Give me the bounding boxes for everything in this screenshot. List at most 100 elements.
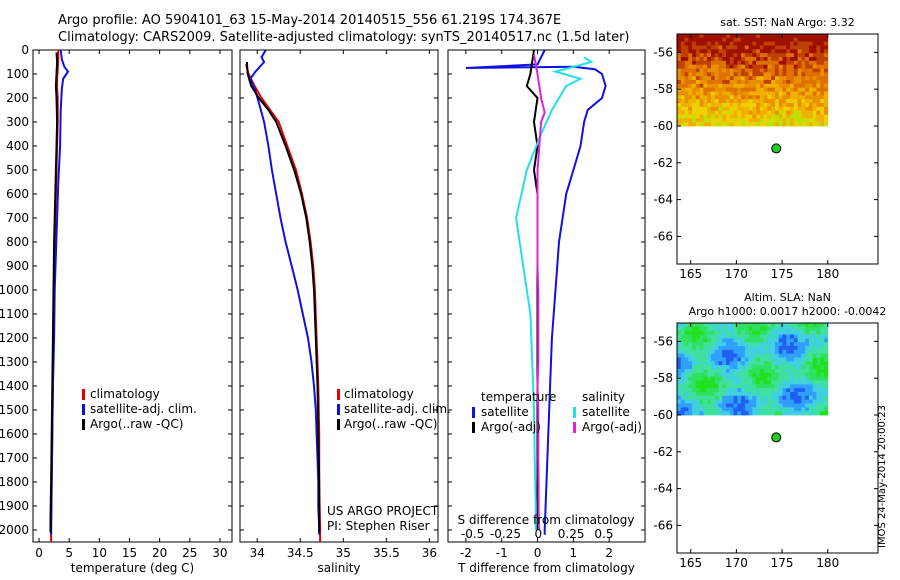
sst-map-cell — [786, 118, 791, 123]
sst-map-cell — [820, 91, 825, 96]
sla-map-cell — [786, 323, 791, 328]
depth-tick-label: 1000 — [0, 283, 29, 297]
sla-map-cell — [774, 346, 780, 351]
sla-map-cell — [756, 334, 761, 339]
sst-map-cell — [752, 45, 757, 50]
sst-map-cell — [733, 103, 738, 108]
sst-map-cell — [759, 60, 765, 66]
sst-map-cell — [680, 106, 685, 112]
sla-map-cell — [722, 380, 727, 385]
sla-map-cell — [714, 392, 719, 397]
sst-map-cell — [752, 80, 757, 85]
sst-map-cell — [823, 57, 829, 62]
sst-map-cell — [782, 45, 787, 50]
sla-map-cell — [786, 372, 791, 378]
sla-map-cell — [763, 334, 768, 339]
sla-map-cell — [752, 372, 757, 378]
sla-map-cell — [744, 372, 750, 378]
sst-map-frame — [676, 33, 879, 265]
sst-map-cell — [812, 68, 817, 73]
sla-map-cell — [748, 346, 753, 351]
sst-map-cell — [812, 34, 817, 39]
sla-map-cell — [797, 349, 802, 355]
sla-map-cell — [782, 334, 787, 339]
sst-map-cell — [744, 68, 750, 73]
sst-map-cell — [797, 80, 802, 85]
sla-map-cell — [695, 361, 701, 366]
sla-map-cell — [714, 365, 719, 370]
sst-map-cell — [680, 110, 685, 115]
sla-map-cell — [801, 407, 806, 412]
sla-map-cell — [703, 323, 708, 328]
sst-map-cell — [790, 64, 795, 69]
sla-map-cell — [797, 392, 802, 397]
sst-map-cell — [756, 57, 761, 62]
sst-map-cell — [797, 122, 802, 127]
sla-map-cell — [771, 357, 776, 362]
sla-map-cell — [710, 323, 716, 328]
sla-map-cell — [699, 334, 704, 339]
sst-map-cell — [718, 80, 723, 85]
sst-map-cell — [805, 103, 810, 108]
sla-map-cell — [695, 392, 701, 397]
sst-map-cell — [707, 37, 712, 43]
sst-map-cell — [733, 110, 738, 115]
sst-map-cell — [748, 57, 753, 62]
sla-map-cell — [741, 395, 746, 401]
sla-map-cell — [737, 361, 742, 366]
sla-map-cell — [741, 384, 746, 389]
sla-map-cell — [774, 388, 780, 393]
sla-map-cell — [778, 384, 783, 389]
sst-map-cell — [725, 110, 731, 115]
sla-map-cell — [714, 407, 719, 412]
sst-map-cell — [790, 53, 795, 58]
sst-map-cell — [688, 60, 693, 66]
sst-map-cell — [718, 106, 723, 112]
sst-map-cell — [816, 76, 821, 81]
sla-map-cell — [714, 342, 719, 347]
sst-map-cell — [688, 103, 693, 108]
sst-map-cell — [744, 114, 750, 119]
sst-map-cell — [703, 53, 708, 58]
sla-map-cell — [710, 388, 716, 393]
sla-map-cell — [729, 349, 734, 355]
sst-map-cell — [725, 57, 731, 62]
sla-map-cell — [707, 372, 712, 378]
sla-map-cell — [786, 346, 791, 351]
sla-map-cell — [680, 357, 685, 362]
sla-map-cell — [774, 323, 780, 328]
depth-tick-label: 200 — [6, 91, 29, 105]
sst-map-cell — [771, 95, 776, 100]
sla-map-cell — [759, 323, 765, 328]
sla-map-cell — [778, 376, 783, 381]
sla-map-cell — [756, 342, 761, 347]
sst-map-cell — [805, 64, 810, 69]
sst-map-cell — [759, 122, 765, 127]
sla-map-cell — [684, 407, 689, 412]
sst-map-cell — [718, 87, 723, 92]
sla-map-cell — [790, 376, 795, 381]
sla-map-cell — [808, 326, 814, 332]
sla-map-cell — [707, 342, 712, 347]
sst-map-cell — [677, 114, 682, 119]
sst-map-cell — [692, 53, 697, 58]
sla-map-cell — [748, 357, 753, 362]
sst-map-cell — [677, 87, 682, 92]
sla-map-cell — [741, 369, 746, 374]
sla-map-cell — [692, 326, 697, 332]
sla-map-cell — [759, 353, 765, 358]
sla-map-cell — [741, 392, 746, 397]
sla-map-cell — [823, 384, 829, 389]
sla-map-cell — [733, 346, 738, 351]
sst-map-cell — [797, 118, 802, 123]
sst-map-cell — [722, 118, 727, 123]
sla-map-cell — [756, 349, 761, 355]
sst-map-cell — [718, 68, 723, 73]
sst-map-cell — [756, 49, 761, 54]
sst-map-cell — [763, 41, 768, 46]
sst-map-cell — [699, 41, 704, 46]
sst-map-cell — [767, 45, 772, 50]
sla-map-cell — [823, 407, 829, 412]
sst-map-cell — [771, 64, 776, 69]
sla-map-cell — [718, 395, 723, 401]
